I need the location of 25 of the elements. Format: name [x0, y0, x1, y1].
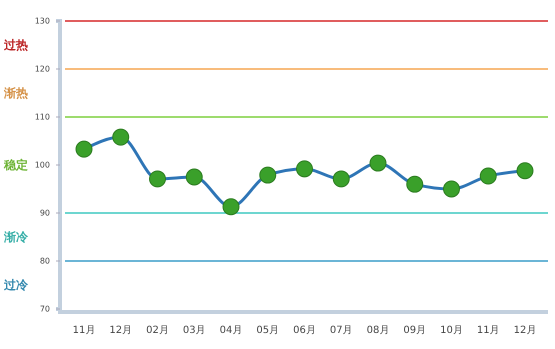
y-tick-label: 80 — [40, 256, 50, 266]
y-tick-label: 90 — [40, 208, 50, 218]
text: 渐热 — [3, 86, 28, 100]
x-tick-label: 11月 — [72, 325, 96, 336]
y-tick-label: 120 — [34, 64, 50, 74]
y-tick-label: 110 — [34, 112, 50, 122]
text: 过冷 — [3, 278, 29, 292]
y-tick-label: 130 — [34, 16, 50, 26]
x-tick-label: 03月 — [182, 325, 206, 336]
y-tick-label: 70 — [40, 304, 50, 314]
x-tick-label: 10月 — [440, 325, 463, 336]
x-tick-label: 04月 — [220, 325, 242, 336]
x-tick-label: 02月 — [146, 325, 169, 336]
y-tick-label: 100 — [34, 160, 50, 170]
x-tick-label: 11月 — [476, 325, 500, 336]
x-tick-label: 09月 — [403, 325, 426, 336]
text: 过热 — [3, 38, 28, 52]
x-tick-label: 08月 — [366, 325, 390, 336]
text: 渐冷 — [3, 230, 29, 244]
x-tick-label: 12月 — [109, 325, 132, 336]
text: 稳定 — [3, 158, 28, 172]
x-tick-label: 05月 — [256, 325, 280, 336]
x-tick-label: 07月 — [330, 325, 353, 336]
x-tick-label: 12月 — [514, 325, 536, 336]
x-tick-label: 06月 — [293, 325, 316, 336]
